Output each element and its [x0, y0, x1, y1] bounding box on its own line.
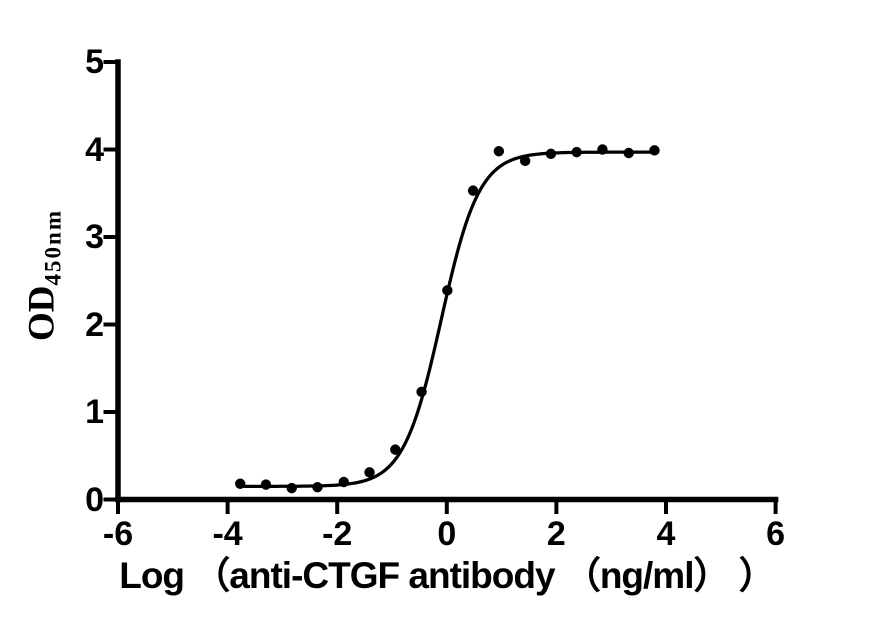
y-tick-label: 5	[85, 43, 104, 81]
y-tick-label: 3	[85, 218, 104, 256]
x-tick-label: 2	[546, 515, 566, 553]
data-point	[416, 386, 427, 398]
y-tick-label: 0	[85, 480, 104, 519]
y-tick-label: 2	[85, 305, 104, 344]
data-point	[235, 478, 246, 489]
data-point	[597, 144, 608, 155]
x-tick-label: 0	[437, 515, 457, 553]
y-axis-label-main: OD	[21, 285, 63, 341]
data-point	[545, 148, 557, 160]
data-point	[493, 146, 505, 157]
data-point	[623, 147, 634, 159]
data-point	[390, 444, 401, 455]
data-point	[649, 145, 660, 156]
x-tick-label: -6	[102, 515, 134, 553]
y-tick-label: 1	[85, 393, 104, 431]
data-point	[286, 482, 297, 494]
data-point	[571, 146, 582, 158]
y-axis-label: OD450nm	[21, 209, 66, 341]
data-point	[312, 482, 323, 493]
x-tick-label: -2	[322, 515, 353, 553]
data-point	[519, 155, 531, 167]
x-tick-label: -4	[212, 515, 243, 553]
x-axis-label: Log （anti-CTGF antibody （ng/ml） ）	[119, 555, 776, 596]
data-points	[235, 144, 660, 494]
data-point	[260, 479, 272, 490]
x-tick-label: 4	[656, 515, 676, 553]
data-point	[467, 185, 479, 196]
data-point	[442, 285, 453, 296]
data-point	[338, 476, 349, 488]
y-tick-label: 4	[85, 130, 104, 169]
fit-curve	[238, 150, 657, 488]
axes	[103, 59, 779, 514]
x-tick-label: 6	[766, 515, 786, 553]
y-axis-label-subscript: 450nm	[40, 209, 66, 286]
data-point	[364, 467, 375, 478]
dose-response-curve	[238, 150, 657, 488]
